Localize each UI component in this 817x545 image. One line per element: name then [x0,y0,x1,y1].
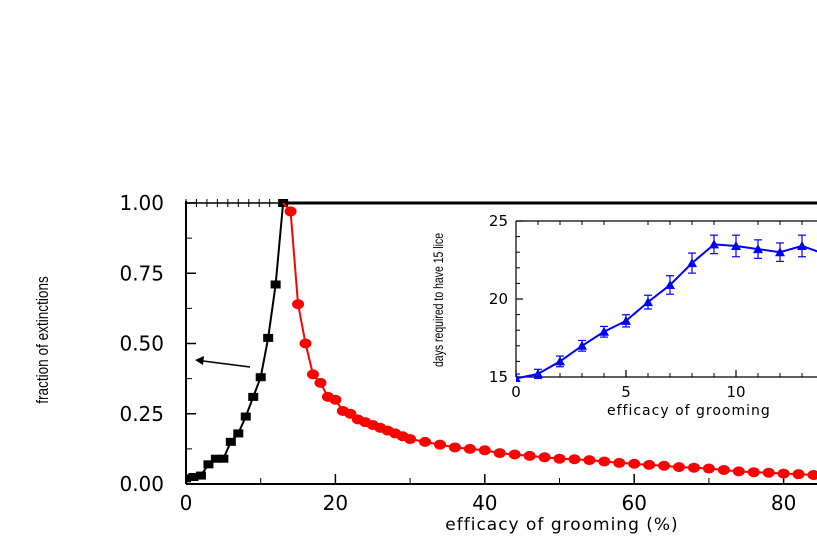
x-tick-label-4: 80 [771,491,796,515]
arrow-head [195,356,204,365]
inset-marks [516,234,817,382]
inset-series-point [731,240,741,250]
series-1-point [188,472,199,481]
inset-series-point [621,315,631,325]
series-2-point [613,457,626,468]
series-2-point [658,460,671,471]
x-tick-label-3: 60 [621,491,646,515]
main-x-axis-title: efficacy of grooming (%) [445,515,678,535]
series-2-point [553,453,566,464]
inset-x-tick-label-1: 5 [621,383,631,401]
inset-background [516,216,817,378]
series-2-point [583,455,596,466]
series-2-point [777,468,790,479]
series-1-point [210,454,221,463]
inset-series-point [643,297,653,307]
series-2-point [508,449,521,460]
inset-plot-area: 15 20 25 0 5 10 [489,212,817,401]
y-tick-label-4: 1.00 [119,191,164,215]
inset-series-point [516,373,521,382]
series-2-point [299,338,312,349]
series-2-point [448,442,461,453]
series-2-point [568,454,581,465]
series-2-point [673,462,686,473]
inset-x-tick-label-0: 0 [511,383,521,401]
series-2-point [419,436,432,447]
series-2-connector [282,202,292,213]
y-tick-label-0: 0.00 [119,472,164,496]
series-2-point [702,463,715,474]
inset-series-point [555,356,565,366]
inset-series-point [665,279,675,289]
series-1-point [263,333,274,342]
series-2-point [717,464,730,475]
series-2-point [292,299,305,310]
arrow-line [202,360,251,368]
inset-series-point [577,340,587,350]
inset-y-tick-label-0: 15 [489,368,508,386]
series-2-point [314,377,327,388]
series-2-point [478,445,491,456]
series-1-point [203,460,214,469]
series-2-point [329,394,342,405]
y-tick-label-3: 0.75 [119,261,164,285]
series-2-point [538,452,551,463]
series-1-point [240,412,251,421]
x-tick-label-2: 40 [472,491,497,515]
series-1-point [218,454,229,463]
arrow [195,356,251,368]
inset-series-point [599,326,609,336]
x-tick-label-0: 0 [180,491,193,515]
series-2-point [732,466,745,477]
inset-x-tick-label-2: 10 [726,383,745,401]
series-1-point [248,392,259,401]
y-tick-label-1: 0.25 [119,402,164,426]
main-marks [186,199,817,483]
series-2-point [628,458,641,469]
series-1-point [270,280,281,289]
main-y-axis-title: fraction of extinctions [34,276,53,404]
series-2-point [792,469,805,480]
inset-y-axis-title: days required to have 15 lice [431,233,447,367]
inset-series-point [753,244,763,254]
series-2-point [747,467,760,478]
inset-series-point [687,258,697,268]
x-tick-label-1: 20 [323,491,348,515]
inset-y-tick-label-1: 20 [489,290,508,308]
main-plot-area: 0.00 0.25 0.50 0.75 1.00 0 20 40 60 80 [119,191,817,515]
inset-series-point [775,247,785,257]
series-2-point [404,434,417,445]
series-2-point [807,470,817,481]
series-1-point [255,373,266,382]
series-2-point [433,439,446,450]
main-tick-labels: 0.00 0.25 0.50 0.75 1.00 0 20 40 60 80 [119,191,796,515]
series-2-point [598,456,611,467]
series-2-point [643,459,656,470]
y-tick-label-2: 0.50 [119,332,164,356]
series-2-point [306,369,319,380]
inset-y-tick-label-2: 25 [489,212,508,230]
series-1-point [233,429,244,438]
series-2-point [493,448,506,459]
inset-series-point [533,368,543,378]
series-2-point [463,443,476,454]
inset-tick-labels: 15 20 25 0 5 10 [489,212,746,401]
series-2-point [762,467,775,478]
inset-series-point [709,239,719,249]
inset-series-point [797,240,807,250]
series-2-point [523,450,536,461]
series-1-point [225,437,236,446]
inset-x-axis-title: efficacy of grooming [607,403,771,419]
series-1-point [195,471,206,480]
series-2-point [687,462,700,473]
